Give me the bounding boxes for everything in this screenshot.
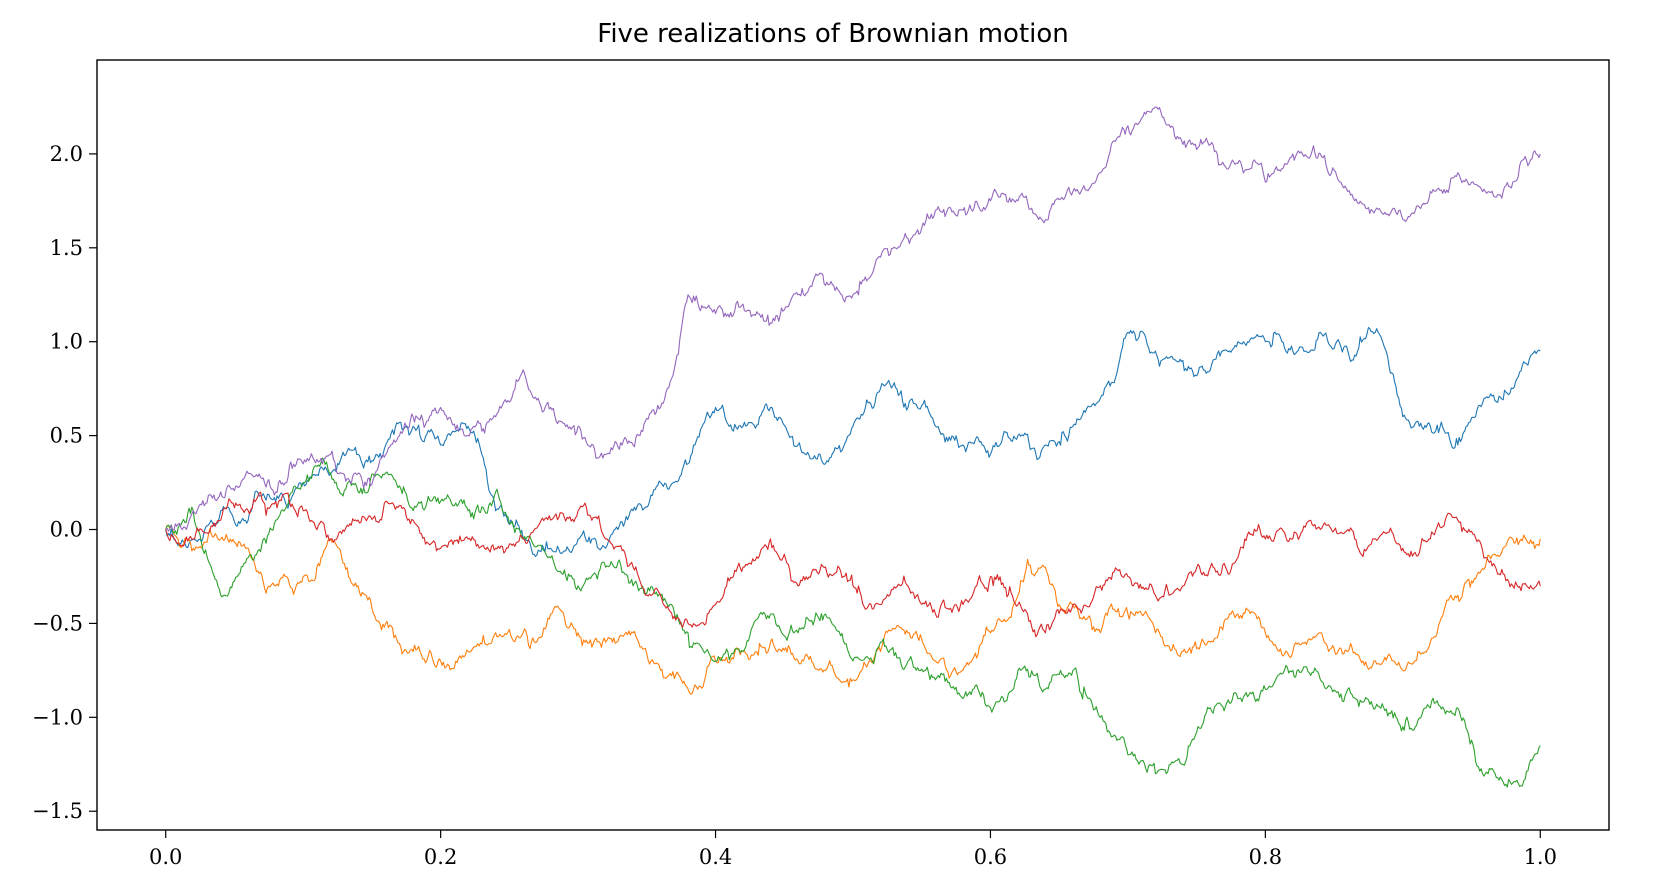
x-tick-label: 0.6	[974, 845, 1007, 869]
y-tick-label: −1.5	[32, 799, 83, 823]
plot-frame	[96, 59, 1610, 831]
series-line-2	[165, 524, 1541, 695]
y-tick-label: 1.5	[50, 236, 83, 260]
y-axis: −1.5 −1.0 −0.5 0.0 0.5 1.0 1.5 2.0	[32, 142, 97, 823]
x-tick-label: 0.8	[1249, 845, 1282, 869]
x-tick-label: 0.0	[149, 845, 182, 869]
x-tick-label: 0.2	[424, 845, 457, 869]
y-tick-label: −0.5	[32, 611, 83, 635]
x-axis: 0.0 0.2 0.4 0.6 0.8 1.0	[149, 830, 1557, 869]
y-tick-label: −1.0	[32, 705, 83, 729]
y-tick-label: 0.5	[50, 424, 83, 448]
series-layer	[165, 106, 1541, 788]
x-tick-label: 0.4	[699, 845, 732, 869]
series-line-4	[165, 491, 1541, 638]
y-tick-label: 2.0	[50, 142, 83, 166]
series-line-1	[165, 326, 1541, 557]
series-line-3	[165, 457, 1541, 788]
chart-title: Five realizations of Brownian motion	[597, 19, 1069, 49]
x-tick-label: 1.0	[1524, 845, 1557, 869]
y-tick-label: 1.0	[50, 330, 83, 354]
y-tick-label: 0.0	[50, 518, 83, 542]
series-line-5	[165, 106, 1541, 532]
